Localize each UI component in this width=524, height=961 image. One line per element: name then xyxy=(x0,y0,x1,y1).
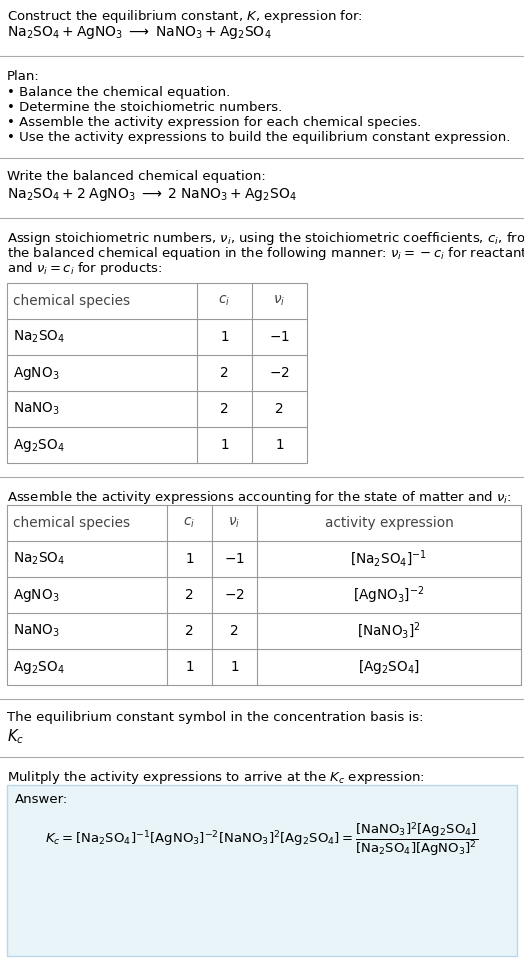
Text: $\mathrm{NaNO_3}$: $\mathrm{NaNO_3}$ xyxy=(13,623,60,639)
Text: $\mathrm{NaNO_3}$: $\mathrm{NaNO_3}$ xyxy=(13,401,60,417)
Bar xyxy=(7,283,307,463)
Text: $c_i$: $c_i$ xyxy=(183,516,195,530)
Text: $-2$: $-2$ xyxy=(269,366,290,380)
Text: $-2$: $-2$ xyxy=(224,588,245,602)
Text: Assemble the activity expressions accounting for the state of matter and $\nu_i$: Assemble the activity expressions accoun… xyxy=(7,489,512,506)
Text: Mulitply the activity expressions to arrive at the $K_c$ expression:: Mulitply the activity expressions to arr… xyxy=(7,769,425,786)
Text: $[\mathrm{AgNO_3}]^{-2}$: $[\mathrm{AgNO_3}]^{-2}$ xyxy=(353,584,424,605)
FancyBboxPatch shape xyxy=(7,785,517,956)
Text: $\mathrm{AgNO_3}$: $\mathrm{AgNO_3}$ xyxy=(13,364,59,382)
Text: • Use the activity expressions to build the equilibrium constant expression.: • Use the activity expressions to build … xyxy=(7,131,510,144)
Text: the balanced chemical equation in the following manner: $\nu_i = -c_i$ for react: the balanced chemical equation in the fo… xyxy=(7,245,524,262)
Text: 1: 1 xyxy=(185,660,194,674)
Text: $K_c = [\mathrm{Na_2SO_4}]^{-1} [\mathrm{AgNO_3}]^{-2} [\mathrm{NaNO_3}]^{2} [\m: $K_c = [\mathrm{Na_2SO_4}]^{-1} [\mathrm… xyxy=(46,820,478,858)
Text: 1: 1 xyxy=(220,330,229,344)
Text: $\nu_i$: $\nu_i$ xyxy=(274,294,286,308)
Text: $c_i$: $c_i$ xyxy=(219,294,231,308)
Text: 1: 1 xyxy=(275,438,284,452)
Text: $\mathrm{Na_2SO_4}$: $\mathrm{Na_2SO_4}$ xyxy=(13,329,65,345)
Text: $[\mathrm{NaNO_3}]^{2}$: $[\mathrm{NaNO_3}]^{2}$ xyxy=(357,621,421,641)
Text: Write the balanced chemical equation:: Write the balanced chemical equation: xyxy=(7,170,266,183)
Text: 1: 1 xyxy=(185,552,194,566)
Text: Assign stoichiometric numbers, $\nu_i$, using the stoichiometric coefficients, $: Assign stoichiometric numbers, $\nu_i$, … xyxy=(7,230,524,247)
Text: 1: 1 xyxy=(230,660,239,674)
Text: $\mathrm{Ag_2SO_4}$: $\mathrm{Ag_2SO_4}$ xyxy=(13,436,64,454)
Text: chemical species: chemical species xyxy=(13,516,130,530)
Text: $[\mathrm{Na_2SO_4}]^{-1}$: $[\mathrm{Na_2SO_4}]^{-1}$ xyxy=(351,549,428,569)
Text: 1: 1 xyxy=(220,438,229,452)
Text: 2: 2 xyxy=(275,402,284,416)
Text: $\mathrm{Na_2SO_4}$: $\mathrm{Na_2SO_4}$ xyxy=(13,551,65,567)
Text: Plan:: Plan: xyxy=(7,70,40,83)
Text: $\mathrm{AgNO_3}$: $\mathrm{AgNO_3}$ xyxy=(13,586,59,604)
Text: 2: 2 xyxy=(185,588,194,602)
Text: chemical species: chemical species xyxy=(13,294,130,308)
Text: Answer:: Answer: xyxy=(15,793,68,806)
Text: $\mathrm{Ag_2SO_4}$: $\mathrm{Ag_2SO_4}$ xyxy=(13,658,64,676)
Text: • Determine the stoichiometric numbers.: • Determine the stoichiometric numbers. xyxy=(7,101,282,114)
Text: 2: 2 xyxy=(220,366,229,380)
Text: $\mathrm{Na_2SO_4 + 2\; AgNO_3 \;\longrightarrow\; 2\; NaNO_3 + Ag_2SO_4}$: $\mathrm{Na_2SO_4 + 2\; AgNO_3 \;\longri… xyxy=(7,186,297,203)
Text: $\nu_i$: $\nu_i$ xyxy=(228,516,241,530)
Text: 2: 2 xyxy=(185,624,194,638)
Text: 2: 2 xyxy=(230,624,239,638)
Text: • Balance the chemical equation.: • Balance the chemical equation. xyxy=(7,86,230,99)
Text: Construct the equilibrium constant, $K$, expression for:: Construct the equilibrium constant, $K$,… xyxy=(7,8,363,25)
Text: The equilibrium constant symbol in the concentration basis is:: The equilibrium constant symbol in the c… xyxy=(7,711,423,724)
Text: $-1$: $-1$ xyxy=(269,330,290,344)
Text: • Assemble the activity expression for each chemical species.: • Assemble the activity expression for e… xyxy=(7,116,421,129)
Text: $-1$: $-1$ xyxy=(224,552,245,566)
Text: $[\mathrm{Ag_2SO_4}]$: $[\mathrm{Ag_2SO_4}]$ xyxy=(358,658,420,676)
Text: $\mathrm{Na_2SO_4 + AgNO_3 \;\longrightarrow\; NaNO_3 + Ag_2SO_4}$: $\mathrm{Na_2SO_4 + AgNO_3 \;\longrighta… xyxy=(7,24,271,41)
Text: 2: 2 xyxy=(220,402,229,416)
Text: and $\nu_i = c_i$ for products:: and $\nu_i = c_i$ for products: xyxy=(7,260,162,277)
Text: $K_c$: $K_c$ xyxy=(7,727,24,746)
Bar xyxy=(7,505,521,685)
Text: activity expression: activity expression xyxy=(324,516,453,530)
